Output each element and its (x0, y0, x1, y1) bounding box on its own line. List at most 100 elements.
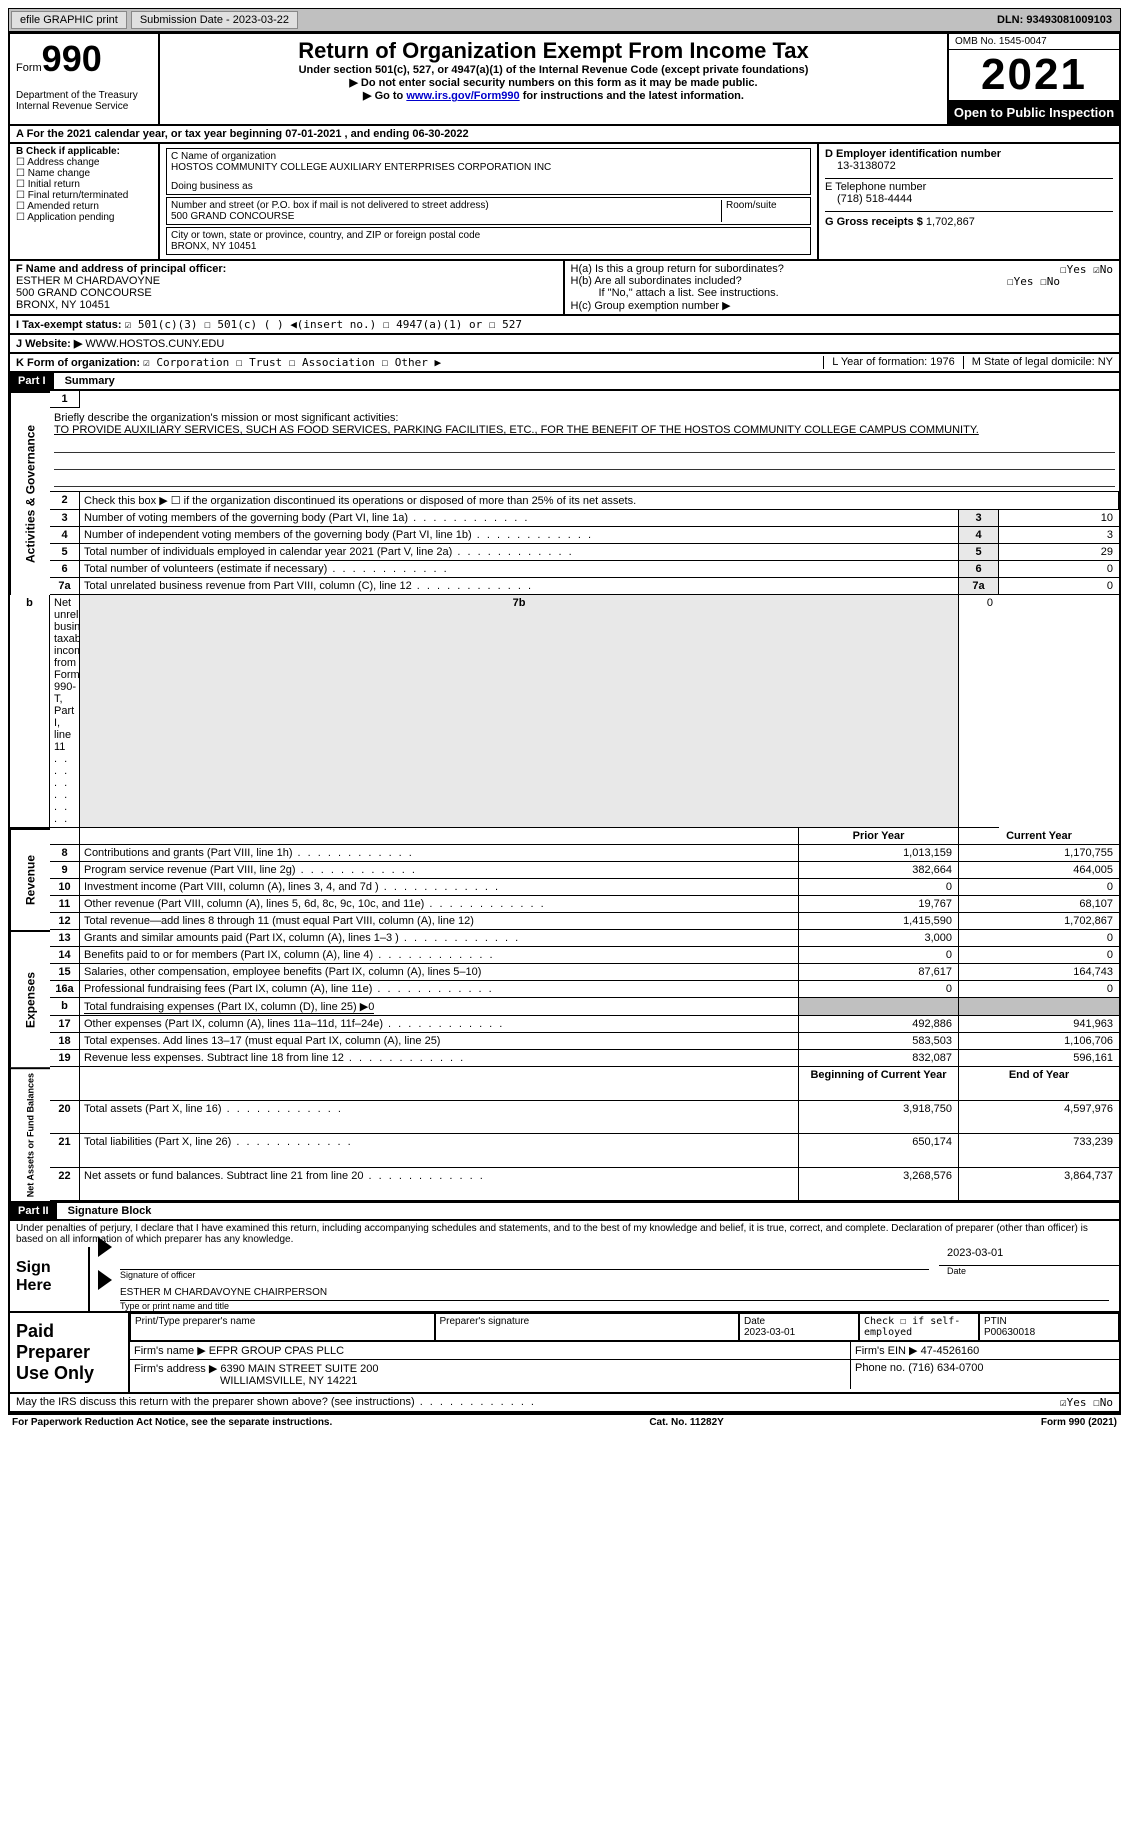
dln-text: DLN: 93493081009103 (997, 14, 1118, 26)
hc: H(c) Group exemption number ▶ (571, 299, 1114, 312)
f-name: ESTHER M CHARDAVOYNE (16, 275, 557, 287)
form-word: Form (16, 62, 42, 74)
f-label: F Name and address of principal officer: (16, 263, 557, 275)
b-label: B Check if applicable: (16, 146, 152, 157)
r19-py: 832,087 (799, 1050, 959, 1067)
row-klm: K Form of organization: ☑ Corporation ☐ … (8, 354, 1121, 373)
omb: OMB No. 1545-0047 (949, 34, 1119, 49)
r12-py: 1,415,590 (799, 913, 959, 930)
phone-lbl: E Telephone number (825, 181, 1113, 193)
i-opts[interactable]: ☑ 501(c)(3) ☐ 501(c) ( ) ◀(insert no.) ☐… (125, 318, 522, 331)
r17-cy: 941,963 (959, 1016, 1119, 1033)
r3-desc: Number of voting members of the governin… (80, 510, 959, 527)
mission-box: Briefly describe the organization's miss… (50, 408, 1119, 492)
r8-cy: 1,170,755 (959, 845, 1119, 862)
hb-note: If "No," attach a list. See instructions… (571, 287, 1114, 299)
k-opts[interactable]: ☑ Corporation ☐ Trust ☐ Association ☐ Ot… (143, 356, 441, 369)
r16a-d: Professional fundraising fees (Part IX, … (80, 981, 799, 998)
addr1: 6390 MAIN STREET SUITE 200 (220, 1363, 378, 1375)
j-val: WWW.HOSTOS.CUNY.EDU (85, 338, 224, 350)
ein: 13-3138072 (825, 160, 1113, 172)
row-j: J Website: ▶ WWW.HOSTOS.CUNY.EDU (8, 335, 1121, 354)
cy-hdr: Current Year (959, 828, 1119, 845)
chk-pending[interactable]: ☐ Application pending (16, 212, 152, 223)
date-lbl: Date (939, 1266, 1119, 1276)
p-phone-lbl: Phone no. (855, 1362, 905, 1374)
f-street: 500 GRAND CONCOURSE (16, 287, 557, 299)
r18-cy: 1,106,706 (959, 1033, 1119, 1050)
dba-lbl: Doing business as (171, 181, 806, 192)
chk-amended[interactable]: ☐ Amended return (16, 201, 152, 212)
c-name-lbl: C Name of organization (171, 151, 806, 162)
addr2: WILLIAMSVILLE, NY 14221 (134, 1375, 357, 1387)
r11-py: 19,767 (799, 896, 959, 913)
p-h1: Print/Type preparer's name (130, 1313, 435, 1341)
top-bar: efile GRAPHIC print Submission Date - 20… (8, 8, 1121, 32)
r21-cy: 733,239 (959, 1134, 1119, 1168)
r7a-val: 0 (999, 578, 1119, 595)
r16b-cy (959, 998, 1119, 1016)
fin-netassets: Net Assets or Fund Balances Beginning of… (8, 1067, 1121, 1203)
q1: Briefly describe the organization's miss… (54, 412, 398, 424)
addr-lbl: Firm's address ▶ (134, 1363, 217, 1375)
r4-val: 3 (999, 527, 1119, 544)
summary-governance: Activities & Governance 1 Briefly descri… (8, 391, 1121, 828)
sig-fields: Signature of officer 2023-03-01 Date EST… (90, 1247, 1119, 1311)
r10-py: 0 (799, 879, 959, 896)
footer: For Paperwork Reduction Act Notice, see … (8, 1413, 1121, 1430)
f-city: BRONX, NY 10451 (16, 299, 557, 311)
r15-cy: 164,743 (959, 964, 1119, 981)
irs-text: Internal Revenue Service (16, 101, 152, 112)
submission-date-button[interactable]: Submission Date - 2023-03-22 (131, 11, 298, 29)
col-c: C Name of organization HOSTOS COMMUNITY … (160, 144, 819, 259)
bcy-hdr: Beginning of Current Year (799, 1067, 959, 1101)
chk-final[interactable]: ☐ Final return/terminated (16, 190, 152, 201)
r15-d: Salaries, other compensation, employee b… (80, 964, 799, 981)
city: BRONX, NY 10451 (171, 241, 806, 252)
irs-link[interactable]: www.irs.gov/Form990 (406, 90, 519, 102)
side-net: Net Assets or Fund Balances (10, 1067, 50, 1201)
street-lbl: Number and street (or P.O. box if mail i… (171, 200, 717, 211)
col-d: D Employer identification number 13-3138… (819, 144, 1119, 259)
discuss-ans[interactable]: ☑Yes ☐No (1060, 1396, 1113, 1409)
ha-q: H(a) Is this a group return for subordin… (571, 263, 784, 275)
efile-print-button[interactable]: efile GRAPHIC print (11, 11, 127, 29)
p-h2: Preparer's signature (435, 1313, 740, 1341)
hb-q: H(b) Are all subordinates included? (571, 275, 742, 287)
footer-right: Form 990 (2021) (1041, 1417, 1117, 1428)
p-ptin: P00630018 (984, 1327, 1035, 1338)
form-id-cell: Form990 Department of the Treasury Inter… (10, 34, 160, 124)
firm-ein-lbl: Firm's EIN ▶ (855, 1345, 918, 1357)
side-exp: Expenses (10, 930, 50, 1067)
hb-ans[interactable]: ☐Yes ☐No (1007, 275, 1060, 288)
p-date: 2023-03-01 (744, 1327, 795, 1338)
row-a: A For the 2021 calendar year, or tax yea… (8, 126, 1121, 144)
r9-d: Program service revenue (Part VIII, line… (80, 862, 799, 879)
p-h4[interactable]: Check ☐ if self-employed (859, 1313, 979, 1341)
officer-name: ESTHER M CHARDAVOYNE CHAIRPERSON (120, 1287, 327, 1298)
note2-pre: ▶ Go to (363, 90, 406, 102)
gross-lbl: G Gross receipts $ (825, 216, 923, 228)
c-name: HOSTOS COMMUNITY COLLEGE AUXILIARY ENTER… (171, 162, 806, 173)
col-h: H(a) Is this a group return for subordin… (565, 261, 1120, 314)
section-bcd: B Check if applicable: ☐ Address change … (8, 144, 1121, 261)
fin-expenses: Expenses 13Grants and similar amounts pa… (8, 930, 1121, 1067)
chk-initial[interactable]: ☐ Initial return (16, 179, 152, 190)
chk-name[interactable]: ☐ Name change (16, 168, 152, 179)
ha-ans[interactable]: ☐Yes ☑No (1060, 263, 1113, 276)
r3-val: 10 (999, 510, 1119, 527)
r8-py: 1,013,159 (799, 845, 959, 862)
r21-d: Total liabilities (Part X, line 26) (80, 1134, 799, 1168)
p-h5: PTIN (984, 1316, 1007, 1327)
chk-address[interactable]: ☐ Address change (16, 157, 152, 168)
l: L Year of formation: 1976 (823, 356, 963, 369)
ein-lbl: D Employer identification number (825, 148, 1113, 160)
form-number: 990 (42, 38, 102, 79)
r13-d: Grants and similar amounts paid (Part IX… (80, 930, 799, 947)
form-header: Form990 Department of the Treasury Inter… (8, 32, 1121, 126)
firm-lbl: Firm's name ▶ (134, 1345, 206, 1357)
r9-cy: 464,005 (959, 862, 1119, 879)
footer-mid: Cat. No. 11282Y (649, 1417, 723, 1428)
sig-lbl: Signature of officer (120, 1270, 939, 1280)
sign-here: Sign Here Signature of officer 2023-03-0… (8, 1247, 1121, 1313)
